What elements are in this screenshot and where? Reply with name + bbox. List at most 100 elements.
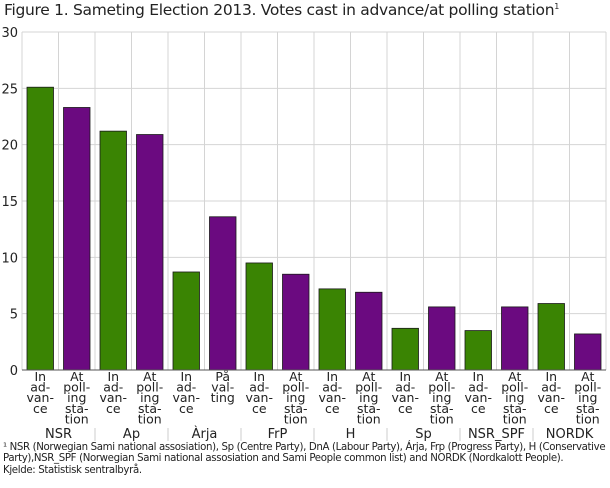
x-tick-label: ad- [30, 380, 50, 395]
x-tick-label: ce [544, 401, 559, 416]
bar-NSR-polling [63, 107, 91, 371]
x-tick-label: tion [65, 411, 89, 426]
x-tick-label: At [70, 369, 83, 384]
x-tick-label: In [107, 369, 119, 384]
x-tick-label: ing [67, 390, 86, 405]
x-tick-label: ing [505, 390, 524, 405]
bar-H-advance [318, 288, 346, 371]
x-tick-label: In [34, 369, 46, 384]
x-tick-label: ce [471, 401, 486, 416]
x-tick-label: van- [100, 390, 128, 405]
x-tick-label: ce [33, 401, 48, 416]
x-tick-label: ce [252, 401, 267, 416]
x-tick-label: ing [140, 390, 159, 405]
x-tick-label: tion [138, 411, 162, 426]
x-tick-label: ad- [176, 380, 196, 395]
x-tick-label: van- [319, 390, 347, 405]
bar-chart: 051015202530Inad-van-ceAtpoll-ingsta-tio… [1, 26, 607, 442]
group-label: NSR [45, 427, 72, 442]
x-tick-label: van- [246, 390, 274, 405]
chart-notes: ¹ NSR (Norwegian Sami national assosiati… [3, 442, 608, 476]
x-tick-label: ce [325, 401, 340, 416]
x-tick-label: tion [357, 411, 381, 426]
bar-Àrja-polling [209, 216, 237, 371]
x-tick-label: val- [211, 380, 234, 395]
x-tick-label: ting [211, 390, 235, 405]
bar-H-polling [355, 291, 383, 371]
x-tick-label: poll- [355, 380, 382, 395]
x-tick-label: ad- [322, 380, 342, 395]
x-tick-label: sta- [357, 401, 381, 416]
bar-Sp-polling [428, 306, 456, 371]
bar-FrP-polling [282, 273, 310, 371]
x-tick-label: sta- [138, 401, 162, 416]
x-tick-label: poll- [282, 380, 309, 395]
x-tick-label: van- [173, 390, 201, 405]
x-tick-label: In [180, 369, 192, 384]
x-tick-label: ad- [541, 380, 561, 395]
x-tick-label: ce [179, 401, 194, 416]
x-tick-label: van- [27, 390, 55, 405]
y-tick-label: 25 [1, 82, 18, 97]
x-tick-label: sta- [576, 401, 600, 416]
x-tick-label: van- [465, 390, 493, 405]
x-tick-label: sta- [65, 401, 89, 416]
x-tick-label: poll- [501, 380, 528, 395]
x-tick-label: poll- [136, 380, 163, 395]
x-tick-label: In [326, 369, 338, 384]
x-tick-label: ing [286, 390, 305, 405]
x-tick-label: ad- [249, 380, 269, 395]
x-tick-label: ad- [395, 380, 415, 395]
y-tick-label: 15 [1, 195, 18, 210]
bar-Sp-advance [391, 327, 419, 371]
bar-NSR-advance [26, 86, 54, 371]
x-tick-label: In [399, 369, 411, 384]
y-tick-label: 30 [1, 26, 18, 41]
x-tick-label: In [545, 369, 557, 384]
x-tick-label: At [581, 369, 594, 384]
group-label: NSR_SPF [468, 427, 525, 442]
bar-NORDK-advance [537, 303, 565, 371]
x-tick-label: In [472, 369, 484, 384]
x-tick-label: tion [284, 411, 308, 426]
bar-Ap-polling [136, 134, 164, 371]
x-tick-label: sta- [430, 401, 454, 416]
y-tick-label: 0 [10, 364, 18, 379]
x-tick-label: sta- [503, 401, 527, 416]
bar-FrP-advance [245, 262, 273, 371]
title-footnote-marker: 1 [554, 1, 560, 11]
x-tick-label: tion [430, 411, 454, 426]
x-tick-label: At [143, 369, 156, 384]
title-text: Figure 1. Sameting Election 2013. Votes … [4, 1, 555, 19]
x-tick-label: poll- [428, 380, 455, 395]
bar-NSR_SPF-polling [501, 306, 529, 371]
group-label: H [346, 427, 356, 442]
group-label: Sp [415, 427, 432, 442]
source: Kjelde: Statistisk sentralbyrå. [3, 464, 142, 476]
x-tick-label: van- [538, 390, 566, 405]
bar-NSR_SPF-advance [464, 330, 492, 371]
x-tick-label: ing [578, 390, 597, 405]
chart-title: Figure 1. Sameting Election 2013. Votes … [4, 1, 559, 19]
x-tick-label: poll- [574, 380, 601, 395]
bar-NORDK-polling [574, 333, 602, 371]
x-tick-label: På [215, 369, 230, 384]
group-label: FrP [268, 427, 288, 442]
x-tick-label: At [362, 369, 375, 384]
group-label: NORDK [546, 427, 594, 442]
x-tick-label: ce [398, 401, 413, 416]
x-tick-label: In [253, 369, 265, 384]
x-tick-label: sta- [284, 401, 308, 416]
x-tick-label: At [289, 369, 302, 384]
x-tick-label: At [508, 369, 521, 384]
x-tick-label: tion [503, 411, 527, 426]
y-tick-label: 5 [10, 308, 18, 323]
group-label: Àrja [192, 426, 218, 442]
y-tick-label: 10 [1, 251, 18, 266]
x-tick-label: ing [432, 390, 451, 405]
x-tick-label: ad- [103, 380, 123, 395]
x-tick-label: tion [576, 411, 600, 426]
y-tick-label: 20 [1, 139, 18, 154]
x-tick-label: ce [106, 401, 121, 416]
footnote: ¹ NSR (Norwegian Sami national assosiati… [3, 442, 606, 465]
